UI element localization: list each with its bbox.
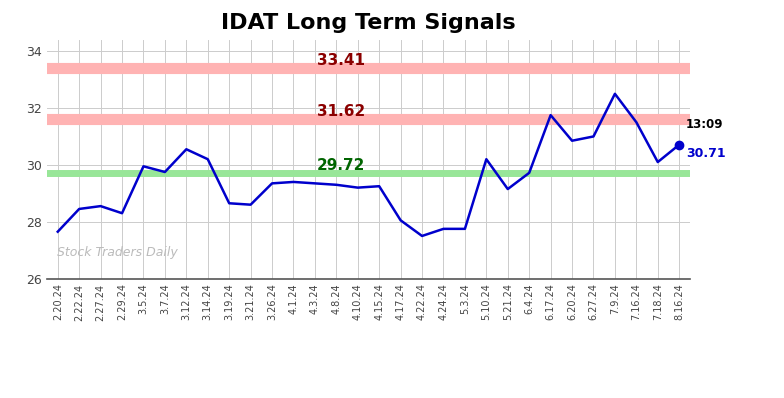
Text: Stock Traders Daily: Stock Traders Daily (56, 246, 177, 259)
Text: 31.62: 31.62 (317, 104, 365, 119)
Text: 33.41: 33.41 (317, 53, 365, 68)
Text: 13:09: 13:09 (686, 118, 724, 131)
Title: IDAT Long Term Signals: IDAT Long Term Signals (221, 13, 516, 33)
Text: 29.72: 29.72 (317, 158, 365, 173)
Text: 30.71: 30.71 (686, 148, 726, 160)
